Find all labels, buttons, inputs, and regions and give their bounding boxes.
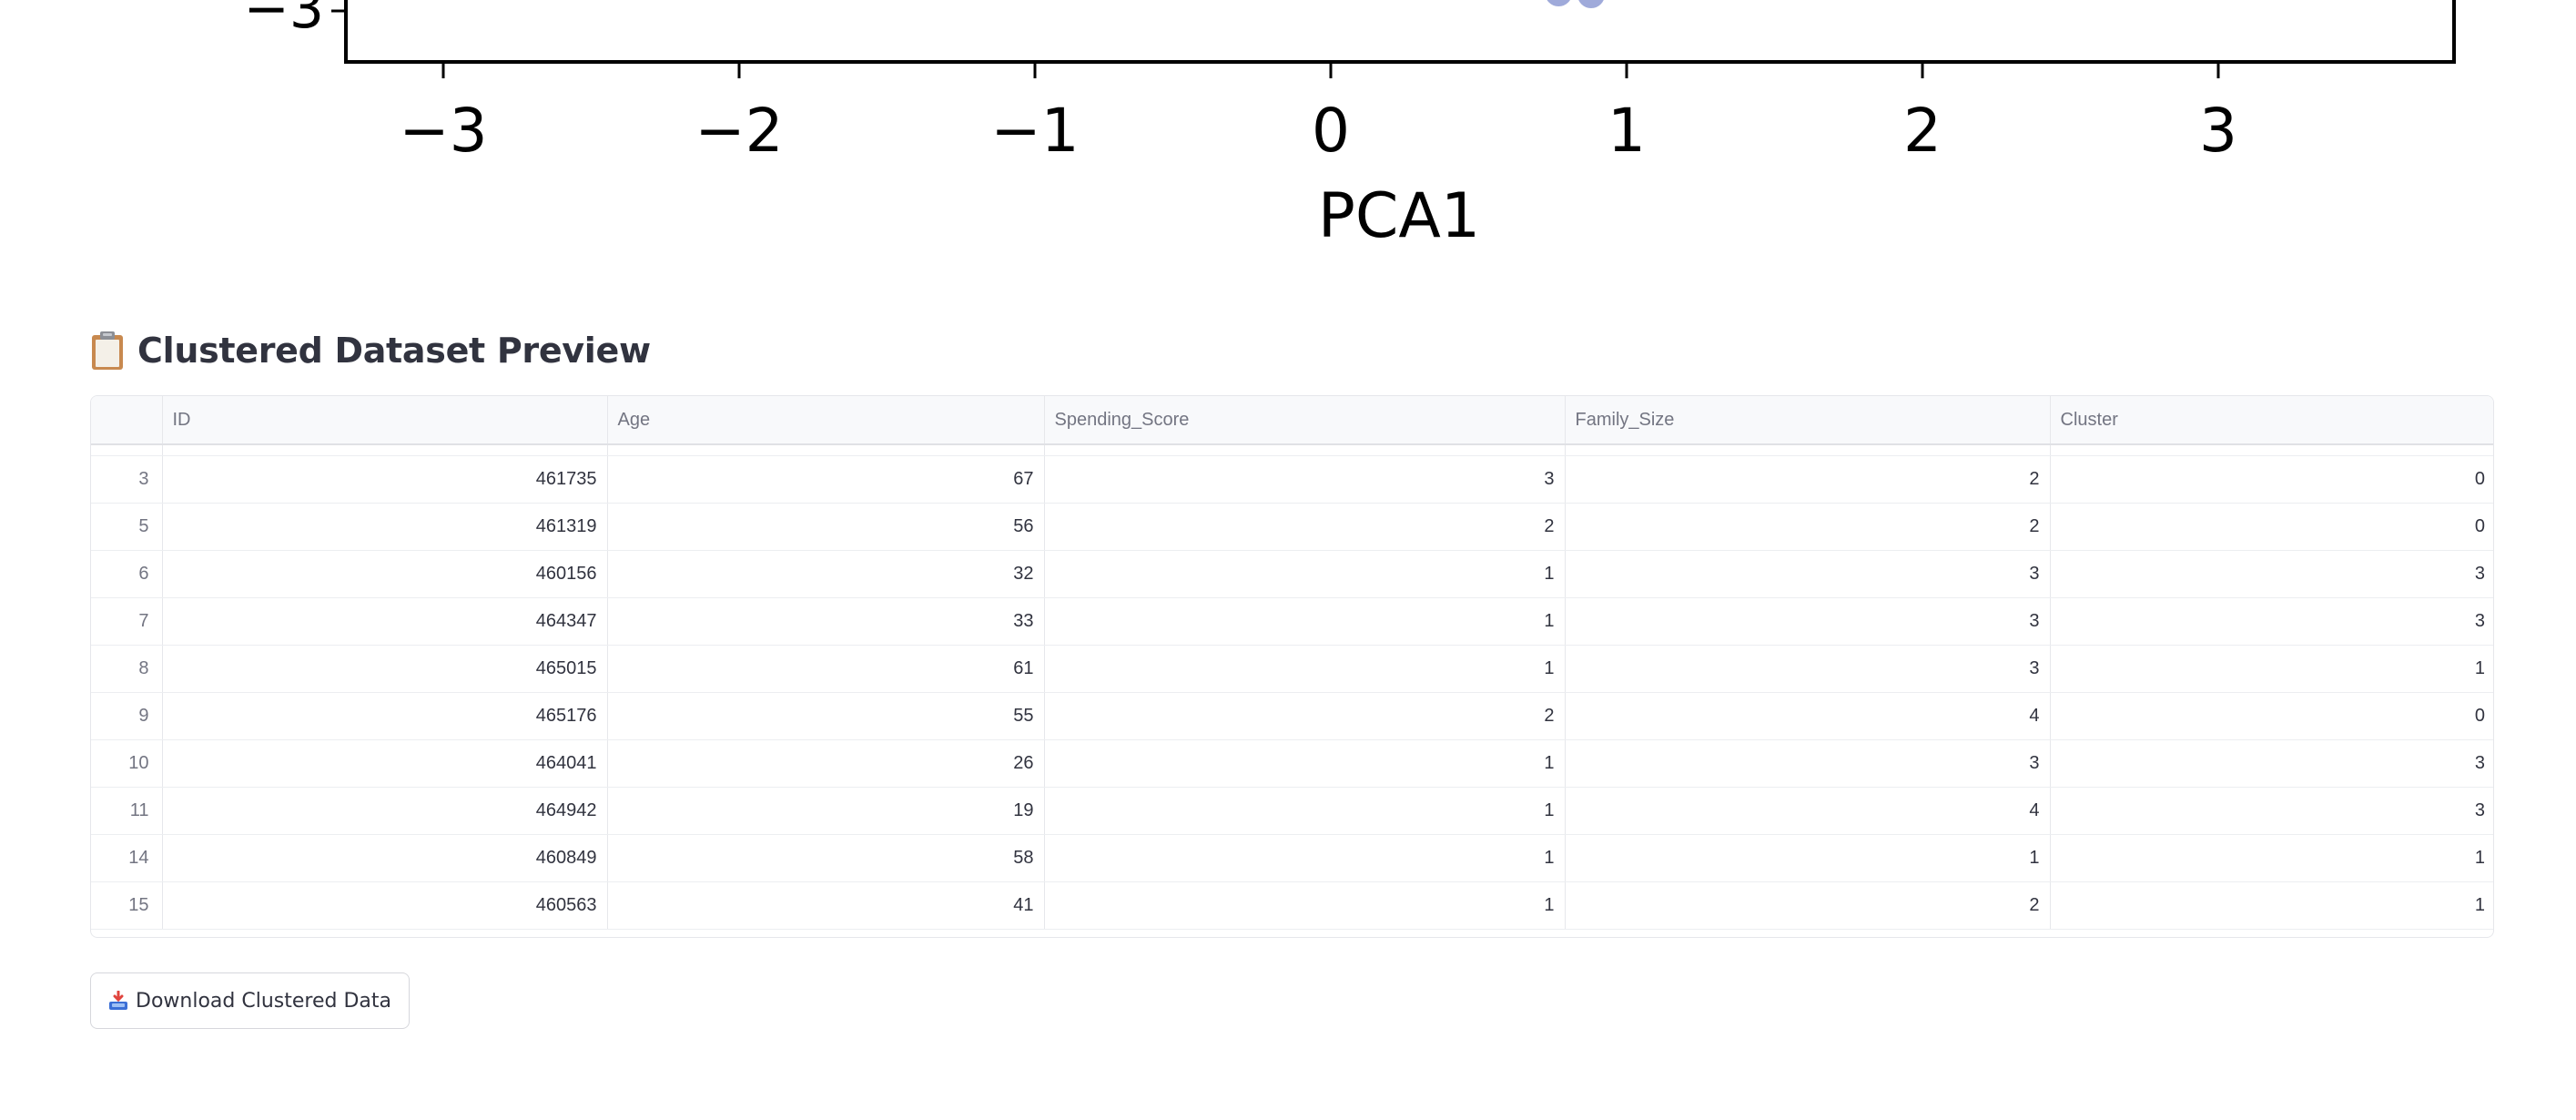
inbox-tray-icon xyxy=(108,990,128,1011)
table-cell[interactable]: 3 xyxy=(1565,550,2051,598)
table-cell[interactable]: 4 xyxy=(1565,692,2051,740)
table-cell[interactable]: 2 xyxy=(1044,692,1566,740)
table-cell[interactable]: 3 xyxy=(2050,597,2493,646)
row-index-cell[interactable]: 6 xyxy=(91,550,163,598)
table-cell[interactable]: 56 xyxy=(607,503,1045,551)
table-row[interactable]: 5 461319 56 2 2 0 xyxy=(91,503,2493,551)
table-row[interactable]: 15 460563 41 1 2 1 xyxy=(91,881,2493,930)
table-cell[interactable]: 461319 xyxy=(162,503,608,551)
table-cell[interactable]: 460849 xyxy=(162,834,608,882)
section-title: Clustered Dataset Preview xyxy=(90,323,651,378)
table-cell[interactable]: 1 xyxy=(1044,881,1566,930)
row-index-cell[interactable]: 10 xyxy=(91,739,163,788)
column-header-cluster[interactable]: Cluster xyxy=(2050,396,2493,445)
row-index-cell[interactable]: 9 xyxy=(91,692,163,740)
section-title-text: Clustered Dataset Preview xyxy=(137,331,651,371)
table-cell[interactable]: 0 xyxy=(2050,503,2493,551)
row-index-cell[interactable]: 11 xyxy=(91,787,163,835)
pca-scatter-chart: −3 −3 −2 −1 0 1 2 3 PCA1 xyxy=(244,0,2456,252)
table-cell[interactable]: 3 xyxy=(2050,550,2493,598)
table-cell[interactable]: 465176 xyxy=(162,692,608,740)
table-row[interactable]: 3 461735 67 3 2 0 xyxy=(91,455,2493,504)
row-index-cell[interactable]: 3 xyxy=(91,455,163,504)
table-cell[interactable]: 0 xyxy=(2050,455,2493,504)
table-cell[interactable]: 0 xyxy=(2050,692,2493,740)
column-header-age[interactable]: Age xyxy=(607,396,1045,445)
table-cell[interactable]: 3 xyxy=(2050,787,2493,835)
x-tick-label: 1 xyxy=(1607,96,1646,166)
x-tick-label: −1 xyxy=(990,96,1079,166)
y-tick-label: −3 xyxy=(244,0,324,41)
clipboard-icon xyxy=(90,331,125,371)
index-column-header[interactable] xyxy=(91,396,163,445)
column-header-spending-score[interactable]: Spending_Score xyxy=(1044,396,1566,445)
table-row[interactable]: 14 460849 58 1 1 1 xyxy=(91,834,2493,882)
table-row[interactable]: 8 465015 61 1 3 1 xyxy=(91,645,2493,693)
table-cell[interactable]: 1 xyxy=(2050,834,2493,882)
table-cell[interactable]: 58 xyxy=(607,834,1045,882)
row-index-cell[interactable]: 5 xyxy=(91,503,163,551)
table-cell[interactable]: 2 xyxy=(1565,455,2051,504)
column-header-family-size[interactable]: Family_Size xyxy=(1565,396,2051,445)
table-cell[interactable]: 3 xyxy=(1565,597,2051,646)
table-cell[interactable]: 1 xyxy=(1044,645,1566,693)
table-row[interactable]: 11 464942 19 1 4 3 xyxy=(91,787,2493,835)
table-row[interactable]: 7 464347 33 1 3 3 xyxy=(91,597,2493,646)
table-cell[interactable]: 1 xyxy=(2050,881,2493,930)
table-cell[interactable]: 4 xyxy=(1565,787,2051,835)
table-row[interactable]: 6 460156 32 1 3 3 xyxy=(91,550,2493,598)
table-cell[interactable]: 465015 xyxy=(162,645,608,693)
table-cell[interactable]: 3 xyxy=(1044,455,1566,504)
table-cell[interactable]: 460156 xyxy=(162,550,608,598)
table-cell[interactable]: 61 xyxy=(607,645,1045,693)
x-tick-label: 3 xyxy=(2199,96,2237,166)
table-cell[interactable]: 1 xyxy=(1565,834,2051,882)
row-index-cell[interactable]: 15 xyxy=(91,881,163,930)
table-cell[interactable]: 461735 xyxy=(162,455,608,504)
table-cell[interactable]: 32 xyxy=(607,550,1045,598)
row-index-cell[interactable]: 7 xyxy=(91,597,163,646)
table-cell[interactable]: 1 xyxy=(1044,550,1566,598)
x-tick-label: −3 xyxy=(399,96,487,166)
table-cell[interactable]: 2 xyxy=(1565,503,2051,551)
row-index-cell[interactable]: 14 xyxy=(91,834,163,882)
column-header-id[interactable]: ID xyxy=(162,396,608,445)
scatter-point xyxy=(1545,0,1573,8)
scatter-point xyxy=(1577,0,1606,10)
table-row[interactable]: 9 465176 55 2 4 0 xyxy=(91,692,2493,740)
table-cell[interactable]: 33 xyxy=(607,597,1045,646)
table-cell[interactable]: 1 xyxy=(1044,834,1566,882)
x-tick-label: 0 xyxy=(1312,96,1350,166)
download-button-label: Download Clustered Data xyxy=(136,989,391,1013)
x-axis-label: PCA1 xyxy=(1318,180,1480,252)
table-cell[interactable]: 1 xyxy=(1044,787,1566,835)
table-cell[interactable]: 67 xyxy=(607,455,1045,504)
x-tick-label: 2 xyxy=(1903,96,1942,166)
table-cell[interactable]: 3 xyxy=(1565,739,2051,788)
table-cell[interactable]: 19 xyxy=(607,787,1045,835)
table-header-row: ID Age Spending_Score Family_Size Cluster xyxy=(91,396,2493,445)
table-cell[interactable]: 3 xyxy=(2050,739,2493,788)
table-cell[interactable]: 464041 xyxy=(162,739,608,788)
table-cell[interactable]: 26 xyxy=(607,739,1045,788)
x-tick-label: −2 xyxy=(695,96,783,166)
table-cell[interactable]: 3 xyxy=(1565,645,2051,693)
row-index-cell[interactable]: 8 xyxy=(91,645,163,693)
table-cell[interactable]: 460563 xyxy=(162,881,608,930)
table-cell[interactable]: 1 xyxy=(2050,645,2493,693)
table-cell[interactable]: 41 xyxy=(607,881,1045,930)
table-cell[interactable]: 464942 xyxy=(162,787,608,835)
table-spacer-row xyxy=(91,444,2493,456)
table-cell[interactable]: 2 xyxy=(1044,503,1566,551)
table-cell[interactable]: 464347 xyxy=(162,597,608,646)
table-cell[interactable]: 1 xyxy=(1044,597,1566,646)
download-clustered-data-button[interactable]: Download Clustered Data xyxy=(90,972,410,1029)
table-cell[interactable]: 1 xyxy=(1044,739,1566,788)
table-cell[interactable]: 2 xyxy=(1565,881,2051,930)
table-cell[interactable]: 55 xyxy=(607,692,1045,740)
table-row[interactable]: 10 464041 26 1 3 3 xyxy=(91,739,2493,788)
